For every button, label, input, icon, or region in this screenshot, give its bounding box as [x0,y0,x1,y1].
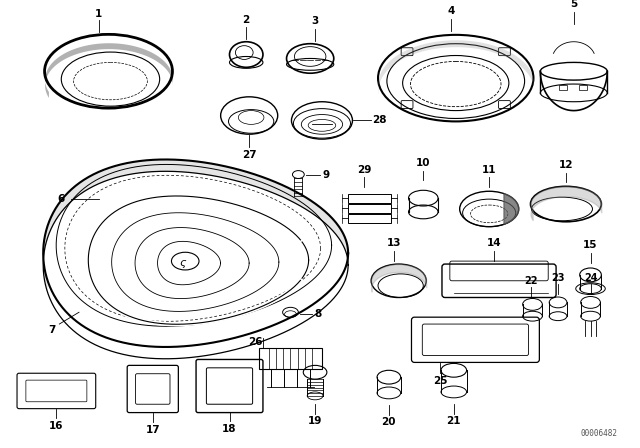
Bar [348,214,391,223]
Text: 11: 11 [482,164,497,175]
Bar [348,194,391,203]
Bar [559,85,567,90]
Text: 7: 7 [48,325,55,335]
Polygon shape [504,194,518,224]
Text: 27: 27 [242,150,257,160]
Text: 6: 6 [58,194,65,204]
Bar [259,348,322,369]
Text: 18: 18 [222,424,237,434]
Text: 4: 4 [447,6,454,16]
Text: 14: 14 [487,238,501,248]
Text: 9: 9 [323,169,330,180]
Text: 22: 22 [524,276,537,286]
Text: 16: 16 [49,422,63,431]
Text: 19: 19 [308,417,323,426]
Text: 21: 21 [447,417,461,426]
Text: 10: 10 [416,158,431,168]
Text: 13: 13 [387,238,401,248]
Text: 8: 8 [314,309,322,319]
Text: 1: 1 [95,9,102,19]
Text: 28: 28 [372,116,387,125]
Bar [579,85,587,90]
Text: 17: 17 [145,425,160,435]
Text: 12: 12 [559,159,573,170]
Text: 29: 29 [357,164,371,175]
Text: 23: 23 [551,273,565,283]
Text: 00006482: 00006482 [580,429,617,438]
Text: 3: 3 [312,16,319,26]
Text: 5: 5 [570,0,577,9]
Text: 20: 20 [381,418,396,427]
Text: 15: 15 [583,241,598,250]
Text: 25: 25 [433,376,447,386]
Text: 24: 24 [584,273,597,283]
Text: 26: 26 [248,337,262,347]
Text: ς: ς [179,258,186,268]
Text: 2: 2 [243,15,250,25]
Bar [348,204,391,213]
